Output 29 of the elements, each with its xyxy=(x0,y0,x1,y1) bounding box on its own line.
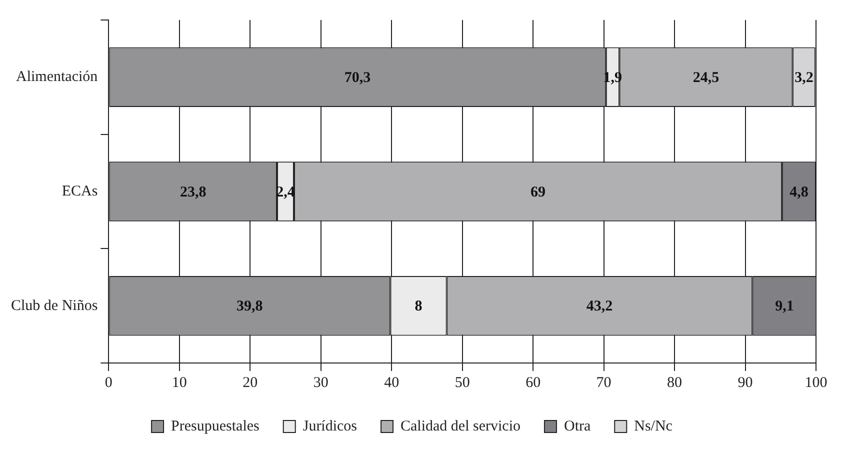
legend-label: Calidad del servicio xyxy=(400,418,520,434)
x-tick-label: 60 xyxy=(526,374,541,391)
x-tick-label: 0 xyxy=(104,374,112,391)
x-tick-label: 10 xyxy=(172,374,187,391)
data-label: 70,3 xyxy=(344,70,371,86)
y-tick-label: Club de Niños xyxy=(10,298,98,314)
x-tick-label: 100 xyxy=(804,374,828,391)
legend-label: Ns/Nc xyxy=(634,418,673,434)
x-tick-label: 90 xyxy=(738,374,753,391)
data-label: 3,2 xyxy=(794,70,814,86)
x-tick-label: 50 xyxy=(454,374,470,391)
data-label: 24,5 xyxy=(692,70,720,86)
data-label: 8 xyxy=(414,298,422,315)
data-label: 9,1 xyxy=(775,298,794,315)
x-tick-label: 70 xyxy=(596,374,612,391)
legend-label: Jurídicos xyxy=(302,418,358,434)
y-tick-label: Alimentación xyxy=(16,69,98,86)
data-label: 69 xyxy=(530,184,546,200)
x-tick-label: 30 xyxy=(313,374,328,391)
data-label: 4,8 xyxy=(790,184,808,200)
data-label: 43,2 xyxy=(586,298,613,315)
legend-label: Otra xyxy=(564,418,591,434)
y-tick-label: ECAs xyxy=(62,183,98,200)
legend-label: Presupuestales xyxy=(171,418,260,434)
x-tick-label: 80 xyxy=(667,374,682,391)
x-tick-label: 20 xyxy=(242,374,258,391)
data-label: 23,8 xyxy=(180,184,206,200)
x-tick-label: 40 xyxy=(384,374,400,391)
data-label: 39,8 xyxy=(236,298,263,315)
